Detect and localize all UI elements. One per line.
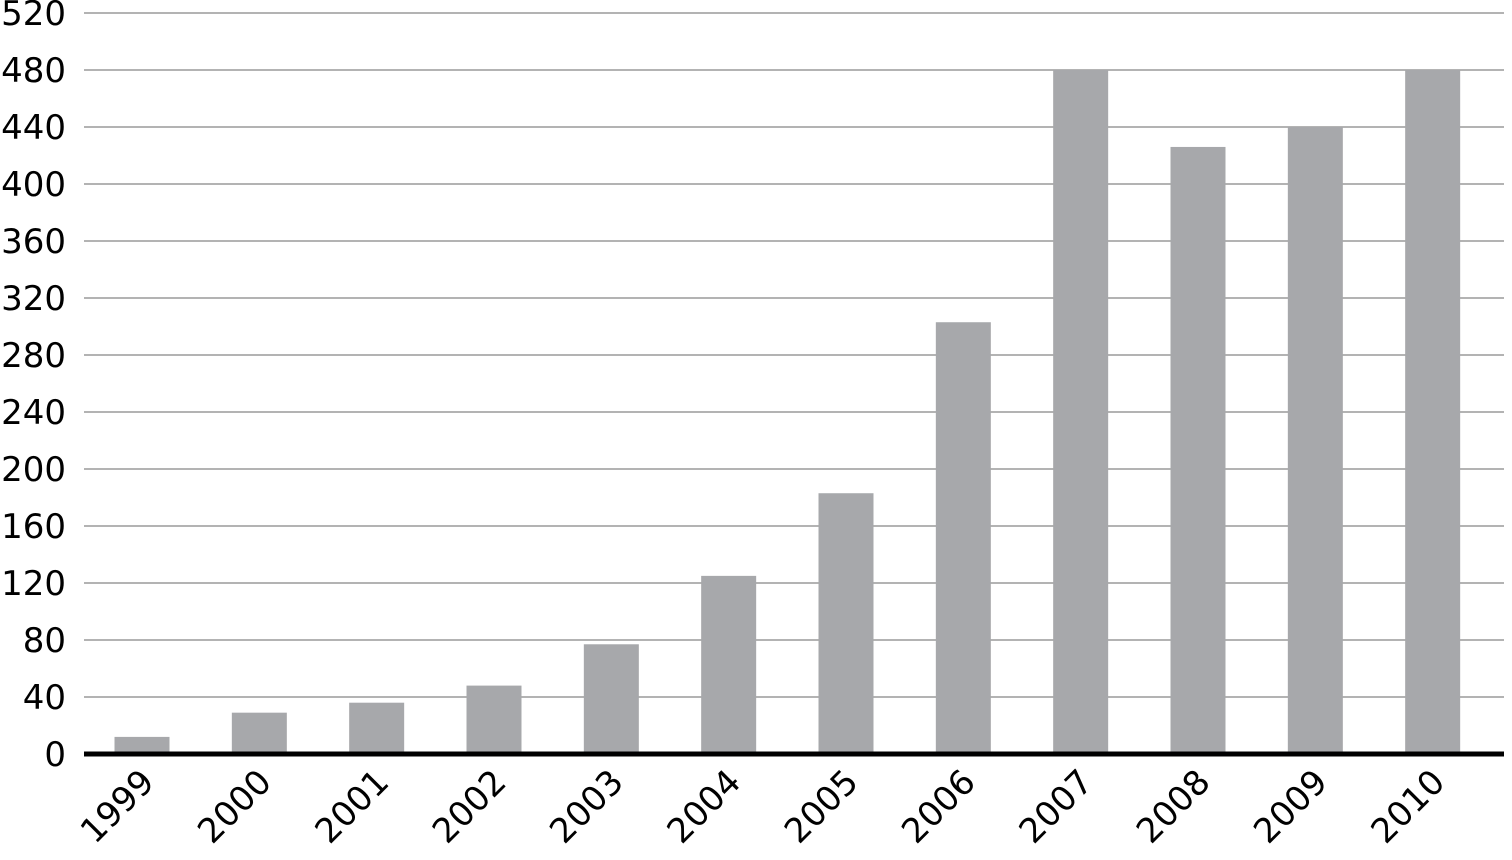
x-tick-label: 2008 bbox=[1129, 762, 1218, 851]
bar-2005 bbox=[818, 493, 874, 754]
y-tick-label: 160 bbox=[1, 507, 66, 547]
bar-2004 bbox=[701, 575, 757, 754]
x-tick-label: 2000 bbox=[190, 762, 279, 851]
x-tick-label: 2010 bbox=[1364, 762, 1453, 851]
y-tick-label: 40 bbox=[23, 678, 66, 718]
y-tick-label: 200 bbox=[1, 450, 66, 490]
y-tick-label: 0 bbox=[44, 735, 66, 775]
bar-1999 bbox=[114, 736, 170, 754]
y-tick-label: 240 bbox=[1, 393, 66, 433]
y-tick-label: 400 bbox=[1, 165, 66, 205]
y-tick-label: 360 bbox=[1, 222, 66, 262]
bar-2008 bbox=[1170, 146, 1226, 754]
x-tick-label: 2006 bbox=[894, 762, 983, 851]
bar-2001 bbox=[349, 702, 405, 754]
x-tick-label: 2009 bbox=[1246, 762, 1335, 851]
y-tick-label: 480 bbox=[1, 51, 66, 91]
bar-2000 bbox=[231, 712, 287, 754]
y-tick-label: 120 bbox=[1, 564, 66, 604]
bar-2010 bbox=[1405, 70, 1461, 754]
x-tick-label: 2004 bbox=[660, 762, 749, 851]
y-tick-label: 320 bbox=[1, 279, 66, 319]
bar-2009 bbox=[1287, 127, 1343, 754]
x-tick-label: 2007 bbox=[1012, 762, 1101, 851]
x-tick-label: 2003 bbox=[542, 762, 631, 851]
bar-2003 bbox=[583, 644, 639, 754]
y-tick-label: 80 bbox=[23, 621, 66, 661]
bar-2006 bbox=[935, 322, 991, 754]
y-tick-label: 440 bbox=[1, 108, 66, 148]
y-tick-label: 280 bbox=[1, 336, 66, 376]
bar-2002 bbox=[466, 685, 522, 754]
x-tick-label: 2001 bbox=[308, 762, 397, 851]
x-tick-label: 2002 bbox=[425, 762, 514, 851]
y-tick-label: 520 bbox=[1, 0, 66, 34]
x-tick-label: 2005 bbox=[777, 762, 866, 851]
bar-2007 bbox=[1053, 70, 1109, 754]
x-tick-label: 1999 bbox=[73, 762, 162, 851]
